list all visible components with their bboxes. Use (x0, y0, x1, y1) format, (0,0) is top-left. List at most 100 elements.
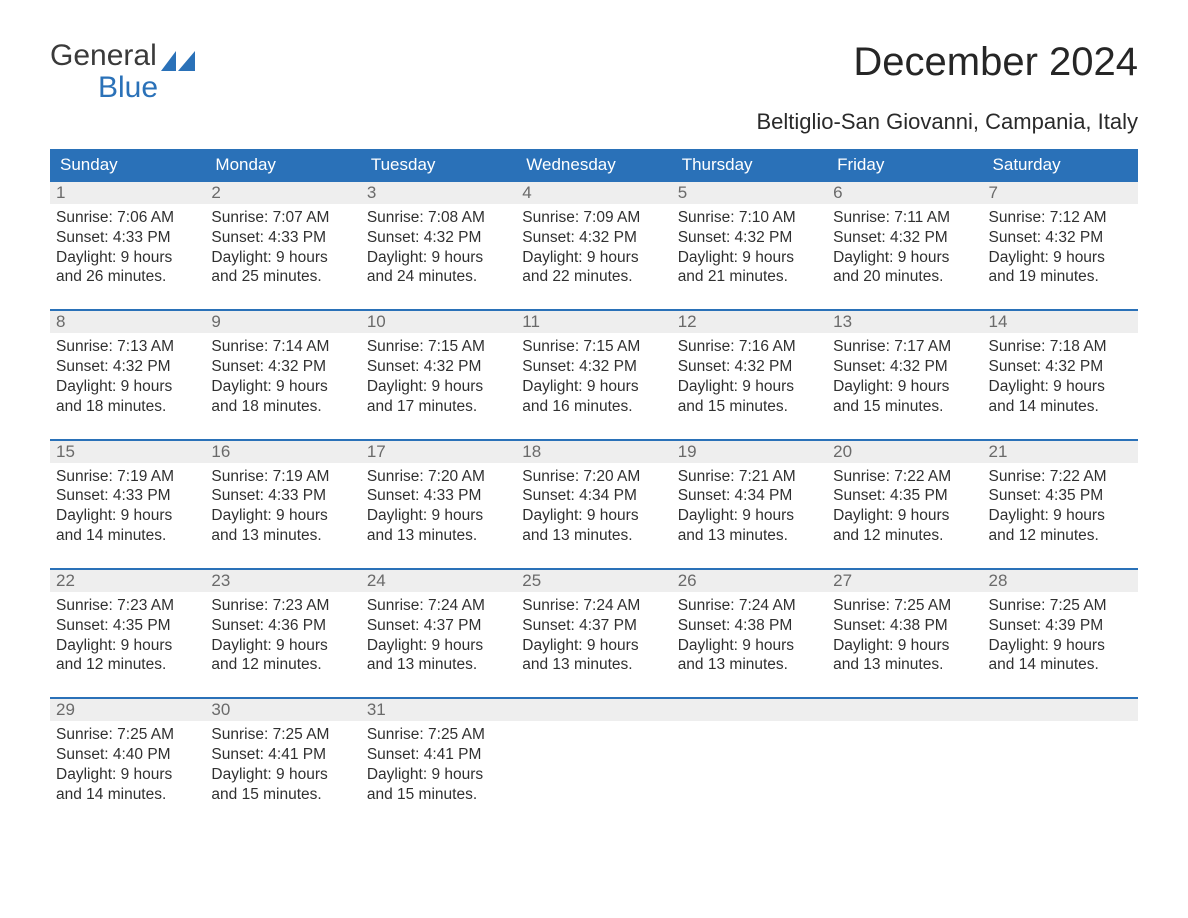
day-line-d2: and 15 minutes. (833, 397, 976, 417)
day-line-d1: Daylight: 9 hours (989, 506, 1132, 526)
day-line-d2: and 13 minutes. (367, 655, 510, 675)
day-content: Sunrise: 7:08 AMSunset: 4:32 PMDaylight:… (361, 204, 516, 291)
day-cell: 8Sunrise: 7:13 AMSunset: 4:32 PMDaylight… (50, 311, 205, 420)
week-row: 22Sunrise: 7:23 AMSunset: 4:35 PMDayligh… (50, 568, 1138, 679)
day-content: Sunrise: 7:24 AMSunset: 4:37 PMDaylight:… (516, 592, 671, 679)
day-cell: 12Sunrise: 7:16 AMSunset: 4:32 PMDayligh… (672, 311, 827, 420)
day-line-ss: Sunset: 4:35 PM (833, 486, 976, 506)
day-number: 29 (50, 699, 205, 721)
day-number: 2 (205, 182, 360, 204)
day-cell: 7Sunrise: 7:12 AMSunset: 4:32 PMDaylight… (983, 182, 1138, 291)
day-line-sr: Sunrise: 7:22 AM (989, 467, 1132, 487)
day-line-sr: Sunrise: 7:25 AM (989, 596, 1132, 616)
day-number: 18 (516, 441, 671, 463)
logo: General Blue (50, 40, 195, 103)
day-line-d1: Daylight: 9 hours (989, 248, 1132, 268)
day-line-d2: and 15 minutes. (211, 785, 354, 805)
day-line-ss: Sunset: 4:32 PM (522, 228, 665, 248)
day-line-ss: Sunset: 4:32 PM (211, 357, 354, 377)
day-line-d1: Daylight: 9 hours (211, 377, 354, 397)
day-line-sr: Sunrise: 7:24 AM (522, 596, 665, 616)
day-line-d1: Daylight: 9 hours (522, 506, 665, 526)
day-content: Sunrise: 7:22 AMSunset: 4:35 PMDaylight:… (983, 463, 1138, 550)
day-line-d2: and 21 minutes. (678, 267, 821, 287)
day-number: 16 (205, 441, 360, 463)
day-line-sr: Sunrise: 7:23 AM (56, 596, 199, 616)
day-number: 28 (983, 570, 1138, 592)
day-header: Friday (827, 149, 982, 182)
day-line-sr: Sunrise: 7:20 AM (367, 467, 510, 487)
day-line-ss: Sunset: 4:38 PM (678, 616, 821, 636)
day-line-sr: Sunrise: 7:09 AM (522, 208, 665, 228)
calendar: SundayMondayTuesdayWednesdayThursdayFrid… (50, 149, 1138, 809)
day-cell: 5Sunrise: 7:10 AMSunset: 4:32 PMDaylight… (672, 182, 827, 291)
day-content: Sunrise: 7:09 AMSunset: 4:32 PMDaylight:… (516, 204, 671, 291)
day-number: 23 (205, 570, 360, 592)
day-line-d2: and 24 minutes. (367, 267, 510, 287)
day-content: Sunrise: 7:22 AMSunset: 4:35 PMDaylight:… (827, 463, 982, 550)
day-cell: 21Sunrise: 7:22 AMSunset: 4:35 PMDayligh… (983, 441, 1138, 550)
day-line-sr: Sunrise: 7:20 AM (522, 467, 665, 487)
day-cell: 6Sunrise: 7:11 AMSunset: 4:32 PMDaylight… (827, 182, 982, 291)
day-line-sr: Sunrise: 7:07 AM (211, 208, 354, 228)
day-number: 25 (516, 570, 671, 592)
day-line-sr: Sunrise: 7:15 AM (367, 337, 510, 357)
day-cell: 17Sunrise: 7:20 AMSunset: 4:33 PMDayligh… (361, 441, 516, 550)
day-cell: 24Sunrise: 7:24 AMSunset: 4:37 PMDayligh… (361, 570, 516, 679)
day-line-ss: Sunset: 4:32 PM (678, 228, 821, 248)
day-line-ss: Sunset: 4:37 PM (522, 616, 665, 636)
logo-word2: Blue (98, 72, 195, 104)
day-line-ss: Sunset: 4:32 PM (522, 357, 665, 377)
day-content: Sunrise: 7:11 AMSunset: 4:32 PMDaylight:… (827, 204, 982, 291)
day-line-sr: Sunrise: 7:24 AM (367, 596, 510, 616)
day-line-d1: Daylight: 9 hours (367, 765, 510, 785)
day-line-sr: Sunrise: 7:22 AM (833, 467, 976, 487)
day-line-d1: Daylight: 9 hours (678, 377, 821, 397)
day-line-ss: Sunset: 4:33 PM (367, 486, 510, 506)
day-cell (983, 699, 1138, 808)
day-content: Sunrise: 7:25 AMSunset: 4:41 PMDaylight:… (361, 721, 516, 808)
day-cell: 2Sunrise: 7:07 AMSunset: 4:33 PMDaylight… (205, 182, 360, 291)
day-content: Sunrise: 7:12 AMSunset: 4:32 PMDaylight:… (983, 204, 1138, 291)
day-line-ss: Sunset: 4:32 PM (367, 357, 510, 377)
day-line-sr: Sunrise: 7:14 AM (211, 337, 354, 357)
day-number: 27 (827, 570, 982, 592)
day-line-d1: Daylight: 9 hours (56, 636, 199, 656)
day-line-d1: Daylight: 9 hours (56, 377, 199, 397)
day-cell: 10Sunrise: 7:15 AMSunset: 4:32 PMDayligh… (361, 311, 516, 420)
day-line-d2: and 16 minutes. (522, 397, 665, 417)
day-line-ss: Sunset: 4:32 PM (989, 357, 1132, 377)
day-cell (516, 699, 671, 808)
day-line-d2: and 26 minutes. (56, 267, 199, 287)
day-line-d2: and 17 minutes. (367, 397, 510, 417)
day-line-sr: Sunrise: 7:16 AM (678, 337, 821, 357)
day-line-sr: Sunrise: 7:21 AM (678, 467, 821, 487)
day-content: Sunrise: 7:07 AMSunset: 4:33 PMDaylight:… (205, 204, 360, 291)
day-cell: 27Sunrise: 7:25 AMSunset: 4:38 PMDayligh… (827, 570, 982, 679)
day-line-ss: Sunset: 4:32 PM (833, 357, 976, 377)
week-row: 8Sunrise: 7:13 AMSunset: 4:32 PMDaylight… (50, 309, 1138, 420)
day-content: Sunrise: 7:24 AMSunset: 4:38 PMDaylight:… (672, 592, 827, 679)
day-header: Saturday (983, 149, 1138, 182)
day-line-ss: Sunset: 4:35 PM (989, 486, 1132, 506)
day-line-d2: and 14 minutes. (989, 397, 1132, 417)
day-number: 12 (672, 311, 827, 333)
day-cell (827, 699, 982, 808)
day-line-d1: Daylight: 9 hours (56, 765, 199, 785)
day-cell: 20Sunrise: 7:22 AMSunset: 4:35 PMDayligh… (827, 441, 982, 550)
day-line-d2: and 18 minutes. (211, 397, 354, 417)
day-line-d2: and 13 minutes. (211, 526, 354, 546)
day-line-sr: Sunrise: 7:15 AM (522, 337, 665, 357)
day-content: Sunrise: 7:15 AMSunset: 4:32 PMDaylight:… (361, 333, 516, 420)
day-line-d1: Daylight: 9 hours (211, 248, 354, 268)
day-line-d2: and 14 minutes. (56, 785, 199, 805)
day-cell: 15Sunrise: 7:19 AMSunset: 4:33 PMDayligh… (50, 441, 205, 550)
day-line-sr: Sunrise: 7:23 AM (211, 596, 354, 616)
day-line-ss: Sunset: 4:33 PM (56, 486, 199, 506)
day-line-ss: Sunset: 4:37 PM (367, 616, 510, 636)
day-line-sr: Sunrise: 7:25 AM (833, 596, 976, 616)
day-number: 26 (672, 570, 827, 592)
day-line-ss: Sunset: 4:32 PM (56, 357, 199, 377)
day-header: Monday (205, 149, 360, 182)
day-number: 19 (672, 441, 827, 463)
